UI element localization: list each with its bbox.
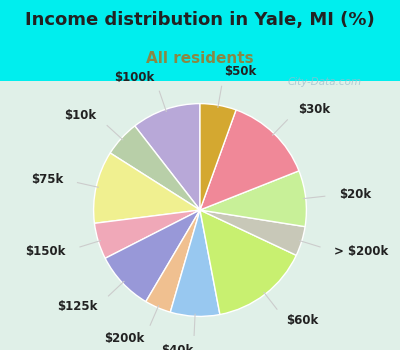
- Wedge shape: [110, 126, 200, 210]
- Wedge shape: [146, 210, 200, 312]
- Text: $30k: $30k: [298, 103, 330, 116]
- Wedge shape: [94, 210, 200, 258]
- Wedge shape: [105, 210, 200, 302]
- Text: $125k: $125k: [57, 300, 98, 313]
- Text: $40k: $40k: [161, 344, 193, 350]
- Text: $20k: $20k: [340, 188, 372, 201]
- Wedge shape: [200, 104, 236, 210]
- Wedge shape: [200, 210, 305, 255]
- Wedge shape: [200, 171, 306, 227]
- Wedge shape: [170, 210, 220, 316]
- Text: City-Data.com: City-Data.com: [288, 77, 362, 87]
- Wedge shape: [94, 153, 200, 223]
- Text: $100k: $100k: [114, 71, 154, 84]
- Wedge shape: [200, 110, 299, 210]
- Text: $200k: $200k: [104, 332, 144, 345]
- Text: $60k: $60k: [286, 315, 318, 328]
- Text: $75k: $75k: [31, 173, 63, 186]
- Text: > $200k: > $200k: [334, 245, 388, 258]
- Text: Income distribution in Yale, MI (%): Income distribution in Yale, MI (%): [25, 10, 375, 28]
- Wedge shape: [135, 104, 200, 210]
- Text: All residents: All residents: [146, 51, 254, 66]
- Text: $10k: $10k: [64, 109, 96, 122]
- Wedge shape: [200, 210, 296, 315]
- Text: $50k: $50k: [224, 65, 256, 78]
- Text: $150k: $150k: [25, 245, 66, 258]
